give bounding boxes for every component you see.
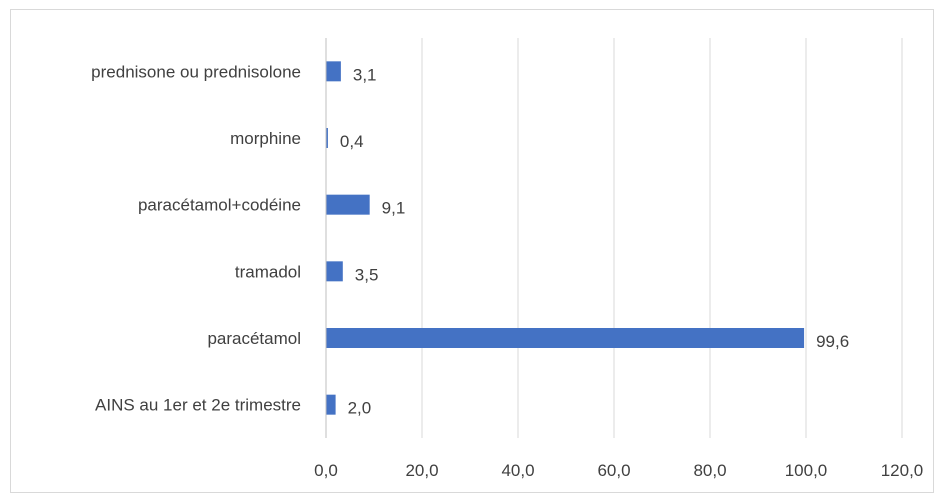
- category-label: paracétamol+codéine: [138, 196, 301, 215]
- data-label: 99,6: [816, 332, 849, 351]
- x-tick-label: 100,0: [785, 461, 828, 480]
- gridlines: [421, 38, 903, 438]
- x-tick-label: 40,0: [501, 461, 534, 480]
- x-tick-label: 0,0: [314, 461, 338, 480]
- x-tick-label: 60,0: [597, 461, 630, 480]
- data-label: 0,4: [340, 132, 364, 151]
- bar: [326, 394, 336, 415]
- chart-frame: AINS au 1er et 2e trimestre paracétamol tr…: [10, 9, 934, 493]
- x-tick-label: 120,0: [881, 461, 924, 480]
- bar: [326, 328, 805, 348]
- category-label: tramadol: [235, 262, 301, 281]
- bar: [326, 128, 328, 148]
- bars: [326, 61, 805, 415]
- category-labels: AINS au 1er et 2e trimestre paracétamol tr…: [91, 62, 301, 414]
- data-label: 9,1: [382, 199, 406, 218]
- x-tick-label: 20,0: [405, 461, 438, 480]
- category-label: paracétamol: [207, 329, 301, 348]
- data-labels: 2,0 99,6 3,5 9,1 0,4 3,1: [340, 65, 849, 417]
- data-label: 3,1: [353, 65, 377, 84]
- category-label: prednisone ou prednisolone: [91, 62, 301, 81]
- x-tick-labels: 0,0 20,0 40,0 60,0 80,0 100,0 120,0: [314, 461, 923, 480]
- data-label: 2,0: [348, 399, 372, 418]
- category-label: AINS au 1er et 2e trimestre: [95, 396, 301, 415]
- bar: [326, 194, 370, 215]
- data-label: 3,5: [355, 265, 379, 284]
- bar: [326, 61, 341, 82]
- bar-chart: AINS au 1er et 2e trimestre paracétamol tr…: [91, 38, 923, 480]
- bar: [326, 261, 343, 282]
- x-tick-label: 80,0: [693, 461, 726, 480]
- category-label: morphine: [230, 129, 301, 148]
